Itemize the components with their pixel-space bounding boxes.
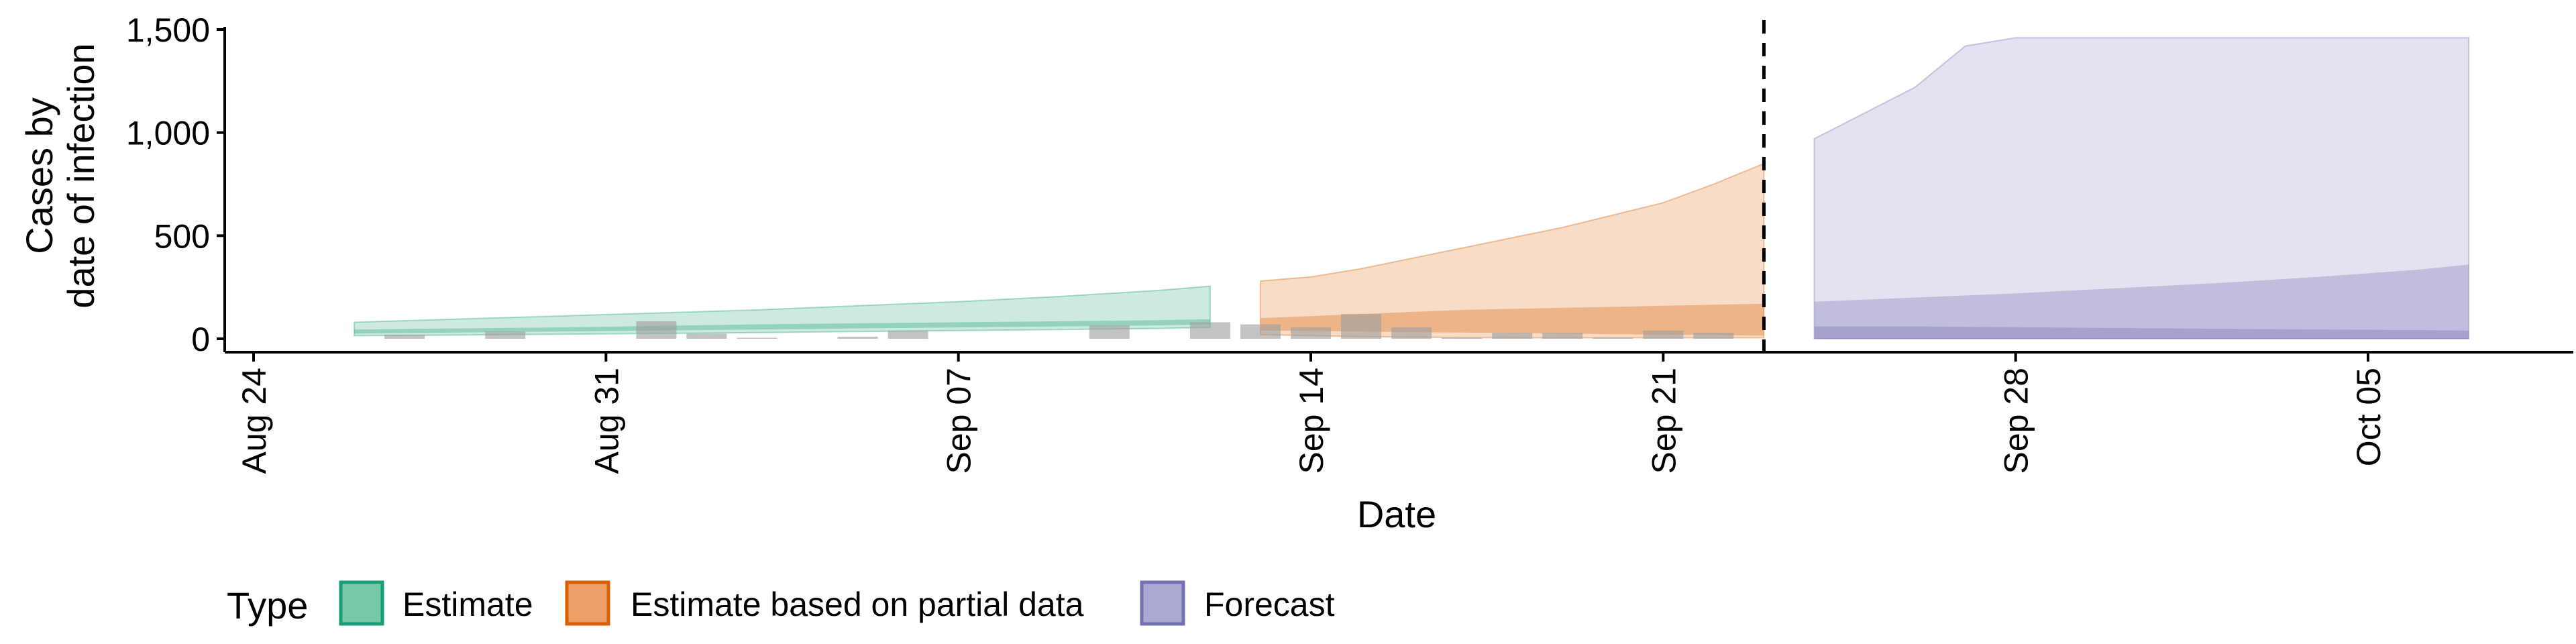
reported-bar xyxy=(1391,327,1432,339)
y-axis-label-line-2: date of infection xyxy=(60,43,102,308)
y-tick-label: 1,000 xyxy=(126,115,210,152)
y-tick-label: 500 xyxy=(154,217,210,255)
y-tick-label: 1,500 xyxy=(126,11,210,49)
x-axis-label: Date xyxy=(1357,493,1436,535)
x-tick-label: Sep 14 xyxy=(1293,368,1330,474)
legend: Type Estimate Estimate based on partial … xyxy=(227,580,1335,627)
reported-bar xyxy=(636,321,677,339)
legend-label-partial: Estimate based on partial data xyxy=(631,586,1084,623)
x-tick-label: Aug 24 xyxy=(235,368,273,474)
reported-bar xyxy=(1291,327,1331,339)
reported-bar xyxy=(1442,337,1483,339)
band-inner-estimate xyxy=(354,319,1210,334)
reported-bar xyxy=(1542,332,1583,339)
reported-bar xyxy=(384,334,425,339)
reported-bar xyxy=(837,336,878,339)
reported-bar xyxy=(686,333,727,339)
x-tick-label: Oct 05 xyxy=(2350,368,2387,466)
x-tick-labels: Aug 24 Aug 31 Sep 07 Sep 14 Sep 21 Sep 28 Oct … xyxy=(235,368,2387,474)
y-axis-label-line-1: Cases by xyxy=(18,97,60,254)
reported-bar xyxy=(1593,337,1633,339)
reported-bar xyxy=(1089,325,1130,339)
x-tick-label: Sep 28 xyxy=(1998,368,2035,474)
x-tick-label: Sep 07 xyxy=(941,368,978,474)
legend-key-forecast xyxy=(1140,580,1185,626)
band-inner-partial xyxy=(1260,303,1764,336)
legend-key-partial xyxy=(565,580,610,626)
series-bands xyxy=(354,37,2470,339)
legend-label-forecast: Forecast xyxy=(1204,586,1335,623)
reported-case-bars xyxy=(384,314,1734,339)
reported-bar xyxy=(888,330,928,339)
legend-label-estimate: Estimate xyxy=(402,586,533,623)
reported-bar xyxy=(737,337,777,339)
reported-bar xyxy=(1240,324,1281,339)
reported-bar xyxy=(485,331,526,339)
legend-key-estimate xyxy=(339,580,384,626)
legend-title: Type xyxy=(227,584,308,627)
reported-bar xyxy=(1189,322,1230,339)
reported-bar xyxy=(1693,332,1734,339)
band-core-forecast xyxy=(1814,326,2469,339)
band-inner-forecast xyxy=(1814,264,2469,339)
x-tick-label: Sep 21 xyxy=(1645,368,1682,474)
axes xyxy=(217,27,2573,362)
reported-bar xyxy=(1492,332,1533,339)
reported-bar xyxy=(1643,330,1684,339)
x-tick-label: Aug 31 xyxy=(588,368,625,474)
y-tick-labels: 0 500 1,000 1,500 xyxy=(126,11,210,358)
band-outer-forecast xyxy=(1813,37,2470,339)
y-tick-label: 0 xyxy=(191,321,210,358)
reported-bar xyxy=(1341,314,1381,339)
